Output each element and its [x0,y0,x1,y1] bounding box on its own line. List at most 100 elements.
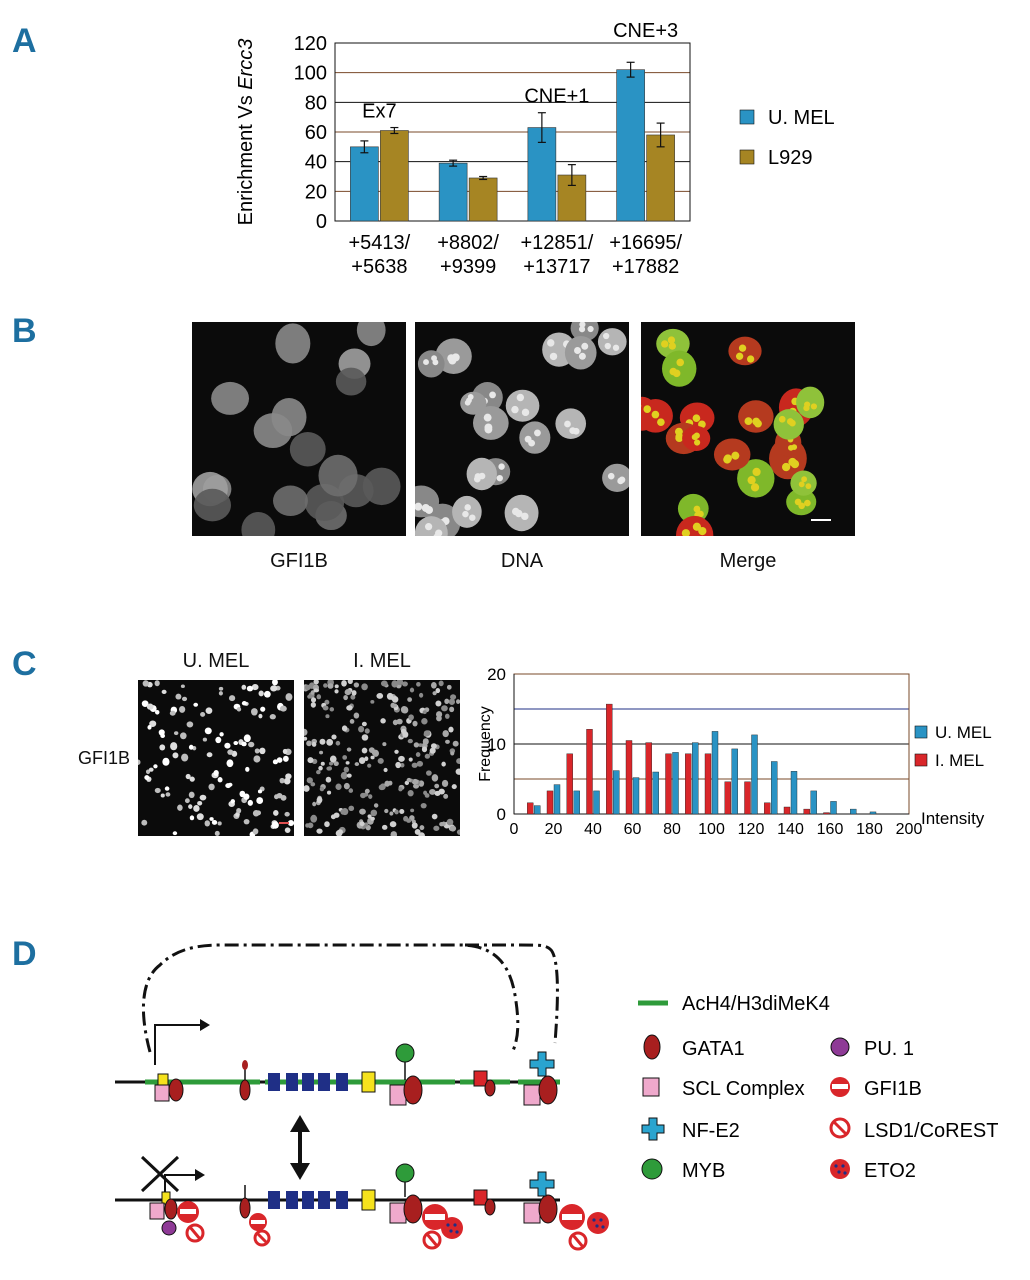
panel-letter-d: D [12,935,37,973]
nucleus [272,485,308,517]
category-label: +8802/ [437,232,499,254]
category-label: +12851/ [520,232,593,254]
histogram-bar [751,734,758,815]
exon [286,1073,298,1091]
nucleus-speck [564,420,571,428]
nucleus [392,719,399,726]
nucleus [348,805,355,812]
nucleus [341,725,348,732]
nucleus [184,798,190,804]
histogram-bar [711,731,719,815]
nucleus-speck [484,425,493,434]
red-element [473,1189,488,1206]
nucleus [284,811,290,817]
histogram-bar [731,748,738,815]
y-tick-label: 40 [305,152,327,174]
nucleus [407,697,412,702]
x-tick-label: 60 [624,821,642,838]
nucleus [141,819,148,826]
nucleus [285,773,292,780]
histogram-bar [546,790,554,815]
nucleus [217,821,222,826]
gfi1b-bar [180,1209,196,1214]
nucleus [307,757,314,764]
nucleus [200,712,206,717]
nucleus [273,810,279,816]
nucleus-speck [735,352,744,360]
nucleus [359,821,365,827]
nucleus [333,761,339,767]
nucleus [389,811,394,816]
legend-eto2: ETO2 [864,1160,916,1182]
nucleus [431,774,439,782]
nucleus [177,804,183,811]
nucleus [728,336,762,366]
scl-complex-icon [642,1077,660,1097]
histogram-bar [771,761,778,815]
nucleus [217,777,223,783]
nucleus-speck [675,434,684,443]
nucleus [414,828,421,835]
nucleus [146,703,154,710]
nucleus-speck [462,510,469,518]
nucleus [310,690,315,695]
eto2 [441,1217,463,1239]
nucleus [434,790,441,796]
nucleus [289,432,326,467]
histogram-bar [586,729,593,815]
nucleus [310,782,316,787]
histogram-bar [790,771,798,815]
chromatin-loop-2 [465,943,559,1044]
caption-merge: Merge [719,550,777,572]
nucleus [316,694,322,700]
nucleus-speck [424,523,433,531]
legend-label-l929: L929 [768,147,813,169]
nucleus-speck [579,322,586,328]
eto2-icon-dot [843,1171,847,1175]
y-tick-label: 20 [487,665,506,684]
gata1 [484,1079,496,1097]
nucleus [209,817,214,821]
nucleus [311,741,317,747]
nucleus [361,734,369,741]
nucleus-speck [798,502,805,510]
histogram-bar [810,790,817,815]
nucleus-speck [534,429,541,437]
legend-gata1: GATA1 [682,1038,745,1060]
nucleus-speck [661,340,669,348]
y-axis-label: Frequency [477,706,494,782]
lsd1-corest-slash [255,1231,269,1245]
nucleus-speck [604,342,611,350]
exon [302,1073,314,1091]
y-tick-label: 10 [487,735,506,754]
x-axis-label: Intensity [921,809,985,828]
nucleus [218,686,224,691]
nucleus-speck [549,352,558,361]
y-tick-label: 0 [497,805,506,824]
eto2-dot [455,1230,459,1234]
region-label: CNE+1 [524,86,589,108]
nucleus [412,720,418,727]
dna-micrograph [415,322,629,536]
gfi1b-bar [425,1214,445,1220]
nucleus [159,744,166,751]
nucleus [451,784,457,790]
nucleus [181,753,189,762]
histogram-bar [830,801,837,815]
nucleus [180,684,185,688]
nucleus [225,783,232,789]
gata1 [239,1079,251,1101]
nucleus [359,808,366,815]
gata1 [484,1198,496,1216]
nucleus [409,687,415,693]
gata1 [403,1075,423,1105]
nucleus [343,782,350,790]
nucleus [161,689,167,695]
nucleus [251,708,258,716]
nucleus [327,683,334,689]
nucleus [149,720,157,727]
nucleus [399,808,405,814]
nucleus [251,683,259,691]
nucleus-speck [574,347,581,355]
